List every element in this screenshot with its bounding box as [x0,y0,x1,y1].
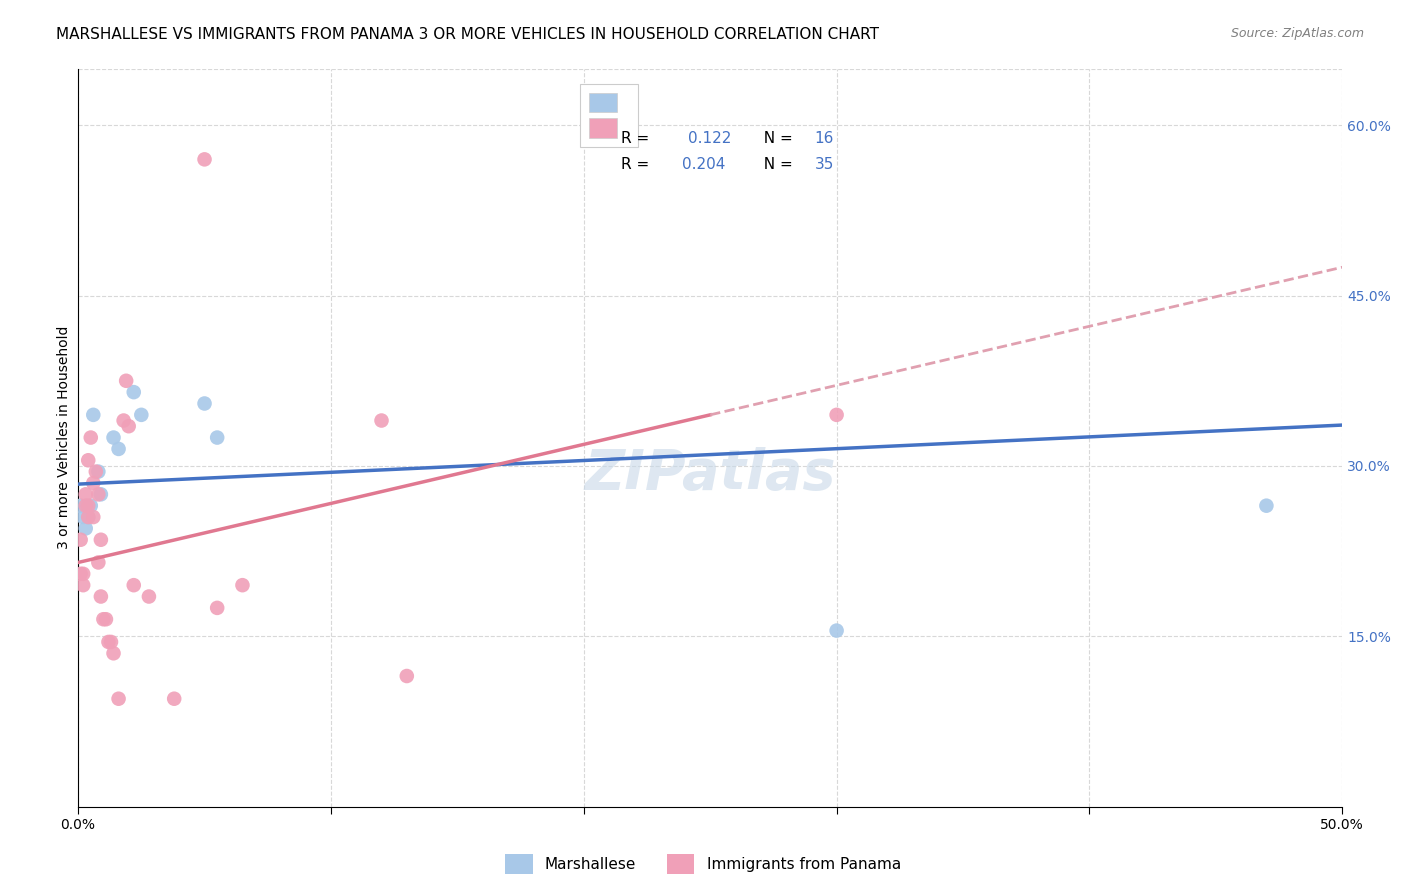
Point [115,374,138,388]
Point [825,624,848,638]
Text: 0.122: 0.122 [688,131,731,146]
Point [77,510,100,524]
Point [94,612,117,626]
Point [97,635,120,649]
Point [69,533,91,547]
Point [75,521,97,535]
Point [122,385,145,400]
Point [90,533,112,547]
Point [163,691,186,706]
Point [87,465,110,479]
Point [118,419,141,434]
Point [80,431,103,445]
Text: 16: 16 [814,131,834,146]
Point [72,566,94,581]
Point [77,499,100,513]
Text: R =: R = [620,131,658,146]
Point [138,590,160,604]
Point [82,475,104,490]
Text: Source: ZipAtlas.com: Source: ZipAtlas.com [1230,27,1364,40]
Point [131,408,153,422]
Point [69,566,91,581]
Point [77,510,100,524]
Text: ZIPatlas: ZIPatlas [585,448,837,501]
Point [231,578,253,592]
Point [72,578,94,592]
Point [825,408,848,422]
Point [87,556,110,570]
Point [122,578,145,592]
Point [370,413,392,427]
Point [103,431,125,445]
Point [84,465,107,479]
Point [193,153,215,167]
Point [75,499,97,513]
Text: MARSHALLESE VS IMMIGRANTS FROM PANAMA 3 OR MORE VEHICLES IN HOUSEHOLD CORRELATIO: MARSHALLESE VS IMMIGRANTS FROM PANAMA 3 … [56,27,879,42]
Point [1256,499,1278,513]
Legend: Marshallese, Immigrants from Panama: Marshallese, Immigrants from Panama [499,848,907,880]
Point [75,487,97,501]
Point [77,453,100,467]
Point [93,612,115,626]
Point [82,510,104,524]
Point [72,510,94,524]
Point [107,691,129,706]
Point [80,499,103,513]
Text: N =: N = [754,131,797,146]
Point [87,487,110,501]
Point [205,431,228,445]
Point [395,669,418,683]
Point [205,600,228,615]
Text: N =: N = [754,157,797,172]
Point [107,442,129,456]
Point [90,590,112,604]
Point [82,408,104,422]
Point [193,396,215,410]
Point [112,413,135,427]
Text: 0.204: 0.204 [682,157,725,172]
Legend: , : , [581,84,638,147]
Text: 35: 35 [814,157,834,172]
Point [69,499,91,513]
Point [100,635,122,649]
Y-axis label: 3 or more Vehicles in Household: 3 or more Vehicles in Household [58,326,72,549]
Text: R =: R = [620,157,654,172]
Point [103,646,125,660]
Point [90,487,112,501]
